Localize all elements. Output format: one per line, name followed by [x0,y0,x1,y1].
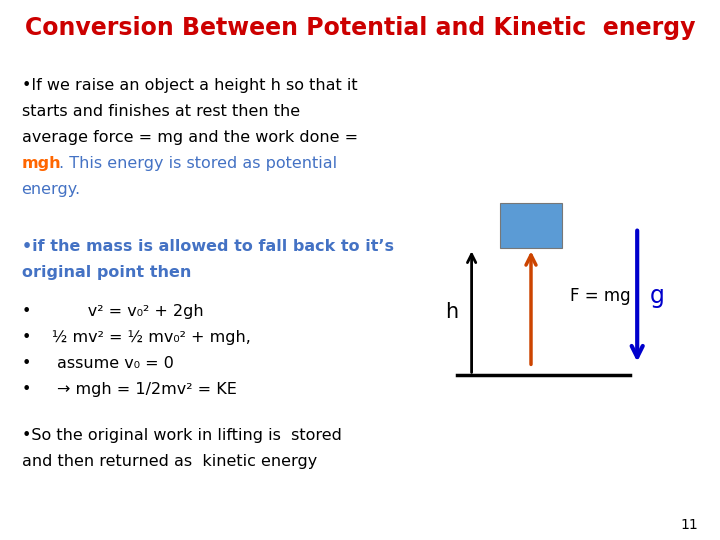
Text: . This energy is stored as potential: . This energy is stored as potential [59,156,337,171]
Text: •So the original work in lifting is  stored: •So the original work in lifting is stor… [22,428,341,443]
Text: F = mg: F = mg [570,287,631,305]
Text: energy.: energy. [22,182,81,197]
Text: original point then: original point then [22,265,191,280]
Text: •           v² = v₀² + 2gh: • v² = v₀² + 2gh [22,304,203,319]
Text: •If we raise an object a height h so that it: •If we raise an object a height h so tha… [22,78,357,93]
Text: h: h [446,302,459,322]
Text: •     → mgh = 1/2mv² = KE: • → mgh = 1/2mv² = KE [22,382,236,396]
Text: 11: 11 [680,518,698,532]
FancyBboxPatch shape [500,202,562,248]
Text: •if the mass is allowed to fall back to it’s: •if the mass is allowed to fall back to … [22,239,394,254]
Text: average force = mg and the work done =: average force = mg and the work done = [22,130,358,145]
Text: Conversion Between Potential and Kinetic  energy: Conversion Between Potential and Kinetic… [24,16,696,40]
Text: and then returned as  kinetic energy: and then returned as kinetic energy [22,454,317,469]
Text: •     assume v₀ = 0: • assume v₀ = 0 [22,356,174,370]
Text: g: g [650,284,665,308]
Text: •    ½ mv² = ½ mv₀² + mgh,: • ½ mv² = ½ mv₀² + mgh, [22,330,251,345]
Text: starts and finishes at rest then the: starts and finishes at rest then the [22,104,300,119]
Text: mgh: mgh [22,156,61,171]
